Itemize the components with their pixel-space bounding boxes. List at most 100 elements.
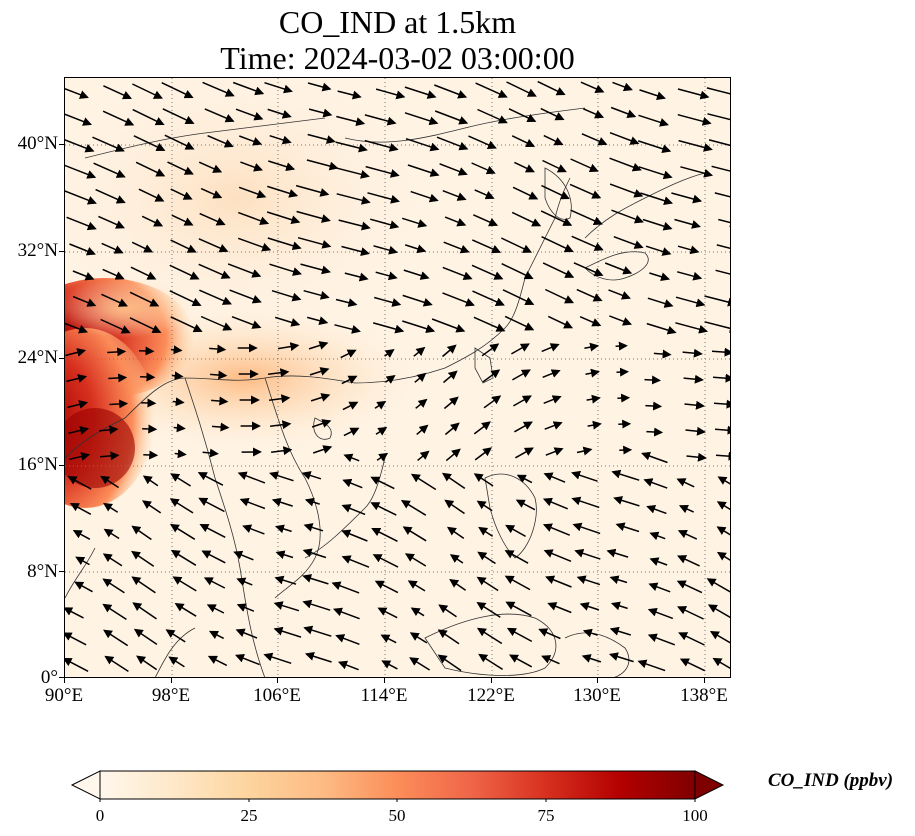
wind-vector bbox=[103, 85, 132, 100]
wind-vector bbox=[513, 395, 532, 407]
wind-vector bbox=[442, 344, 457, 358]
wind-vector bbox=[504, 550, 529, 564]
wind-vector bbox=[202, 448, 219, 458]
ytick-label-0: 0° bbox=[40, 667, 58, 688]
wind-vector bbox=[716, 501, 730, 511]
wind-vector bbox=[371, 528, 398, 542]
wind-vector bbox=[66, 216, 97, 231]
wind-vector bbox=[384, 349, 395, 358]
wind-vector bbox=[235, 108, 264, 121]
wind-vector bbox=[404, 112, 439, 126]
wind-vector bbox=[268, 160, 296, 172]
wind-vector bbox=[505, 524, 526, 538]
wind-vector bbox=[511, 135, 536, 148]
wind-vector bbox=[543, 472, 566, 483]
wind-vector bbox=[374, 296, 402, 307]
wind-vector bbox=[708, 139, 730, 147]
wind-vector bbox=[512, 369, 531, 381]
wind-vector bbox=[572, 522, 601, 535]
wind-vector bbox=[540, 210, 573, 226]
wind-vector bbox=[269, 394, 291, 404]
wind-vector bbox=[381, 660, 398, 670]
wind-vector bbox=[441, 472, 466, 490]
wind-vector bbox=[303, 523, 324, 532]
wind-vector bbox=[611, 469, 640, 481]
wind-vector bbox=[677, 271, 703, 281]
wind-vector bbox=[204, 108, 235, 123]
wind-vector bbox=[718, 218, 730, 227]
wind-vector bbox=[227, 263, 262, 278]
wind-vector bbox=[547, 602, 572, 614]
wind-vector bbox=[653, 349, 672, 359]
wind-vector bbox=[478, 653, 504, 671]
wind-vector bbox=[307, 82, 332, 92]
wind-vector bbox=[505, 601, 532, 617]
wind-vector bbox=[237, 237, 272, 252]
wind-vector bbox=[66, 374, 88, 383]
wind-vector bbox=[109, 399, 129, 409]
wind-vector bbox=[483, 395, 502, 409]
wind-vector bbox=[170, 549, 197, 566]
wind-vector bbox=[586, 394, 601, 404]
wind-vector bbox=[203, 577, 226, 589]
wind-vector bbox=[478, 526, 494, 537]
wind-vector bbox=[545, 575, 572, 588]
wind-vector bbox=[375, 426, 388, 436]
wind-vector bbox=[477, 551, 496, 565]
wind-vector bbox=[587, 420, 602, 430]
wind-vector bbox=[343, 427, 360, 437]
wind-vector bbox=[302, 548, 327, 559]
wind-vector bbox=[706, 87, 730, 95]
wind-vector bbox=[370, 502, 397, 516]
wind-vector bbox=[372, 554, 399, 568]
wind-vector bbox=[468, 135, 497, 150]
wind-vector bbox=[235, 628, 258, 639]
wind-vector bbox=[437, 629, 460, 645]
wind-vector bbox=[569, 183, 602, 199]
wind-vector bbox=[512, 186, 539, 200]
wind-vector bbox=[274, 575, 297, 585]
wind-vector bbox=[443, 396, 459, 410]
wind-vector bbox=[476, 576, 499, 592]
wind-vector bbox=[508, 108, 537, 123]
wind-vector bbox=[571, 496, 600, 509]
wind-vector bbox=[164, 134, 195, 150]
wind-vector bbox=[375, 271, 398, 281]
xtick-label-98e: 98°E bbox=[151, 685, 191, 706]
wind-vector bbox=[161, 82, 194, 99]
wind-vector bbox=[273, 626, 302, 638]
wind-vector bbox=[678, 632, 705, 646]
wind-vector bbox=[238, 211, 270, 226]
wind-vector bbox=[133, 628, 158, 646]
xtick-mark bbox=[491, 678, 492, 683]
map-panel[interactable] bbox=[64, 77, 731, 678]
wind-vector bbox=[198, 161, 223, 173]
xtick-label-106e: 106°E bbox=[253, 685, 301, 706]
wind-vector bbox=[638, 114, 669, 127]
xtick-mark bbox=[277, 678, 278, 683]
wind-vector bbox=[638, 166, 673, 180]
wind-vector bbox=[100, 318, 131, 334]
wind-vector bbox=[671, 192, 703, 204]
wind-vector bbox=[210, 370, 228, 380]
wind-vector bbox=[236, 603, 255, 612]
wind-vector bbox=[168, 656, 185, 668]
wind-vector bbox=[277, 342, 300, 352]
wind-vector bbox=[409, 632, 428, 644]
wind-vector bbox=[609, 183, 644, 198]
wind-vector bbox=[646, 427, 664, 437]
wind-vector bbox=[511, 343, 530, 355]
wind-vector bbox=[476, 500, 493, 512]
wind-vector bbox=[712, 657, 730, 669]
wind-vector bbox=[473, 316, 506, 332]
wind-vector bbox=[171, 371, 184, 381]
wind-vector bbox=[576, 446, 593, 456]
wind-vector bbox=[208, 630, 225, 640]
wind-vector bbox=[711, 165, 730, 172]
wind-vector bbox=[269, 471, 294, 482]
wind-vector bbox=[570, 209, 603, 225]
wind-vector bbox=[443, 241, 470, 254]
wind-vector bbox=[274, 524, 292, 534]
wind-vector bbox=[547, 315, 574, 329]
wind-vector bbox=[308, 341, 329, 350]
